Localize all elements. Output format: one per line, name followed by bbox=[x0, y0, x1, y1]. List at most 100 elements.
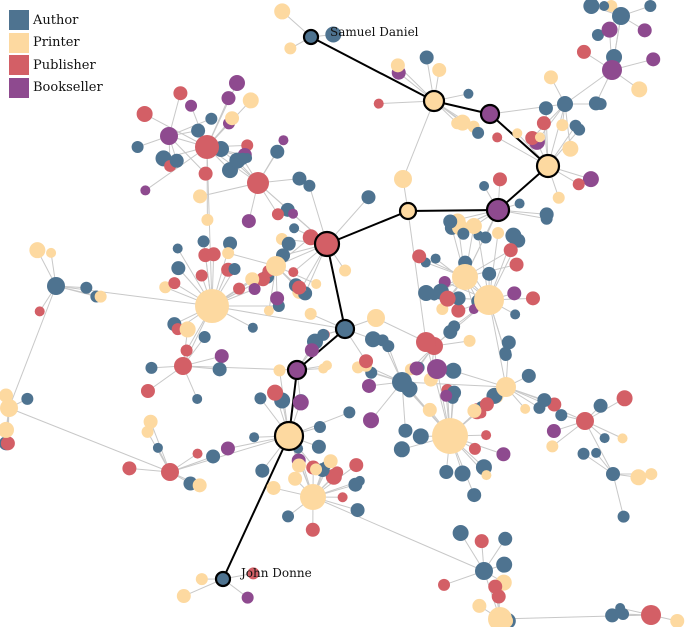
author-node[interactable] bbox=[605, 608, 620, 623]
publisher-node[interactable] bbox=[525, 291, 540, 306]
author-node[interactable] bbox=[606, 467, 620, 481]
bookseller-node[interactable] bbox=[270, 291, 285, 306]
author-node[interactable] bbox=[496, 556, 513, 573]
author-node[interactable] bbox=[282, 510, 295, 523]
author-node[interactable] bbox=[350, 503, 365, 518]
path-bookseller-node[interactable] bbox=[286, 359, 308, 381]
author-node[interactable] bbox=[588, 96, 603, 111]
author-node[interactable] bbox=[537, 393, 552, 408]
printer-node[interactable] bbox=[465, 218, 482, 235]
publisher-node[interactable] bbox=[576, 412, 594, 430]
printer-node[interactable] bbox=[645, 468, 658, 481]
author-node[interactable] bbox=[292, 171, 307, 186]
publisher-node[interactable] bbox=[136, 105, 153, 122]
printer-node[interactable] bbox=[143, 414, 158, 429]
author-node[interactable] bbox=[573, 123, 586, 136]
author-node[interactable] bbox=[270, 144, 285, 159]
bookseller-node[interactable] bbox=[288, 208, 299, 219]
author-node[interactable] bbox=[365, 331, 382, 348]
printer-node[interactable] bbox=[225, 111, 240, 126]
bookseller-node[interactable] bbox=[440, 389, 453, 402]
printer-node[interactable] bbox=[288, 471, 303, 486]
path-printer-node[interactable] bbox=[273, 420, 305, 452]
bookseller-node[interactable] bbox=[361, 378, 376, 393]
author-node[interactable] bbox=[445, 362, 462, 379]
printer-node[interactable] bbox=[546, 440, 559, 453]
bookseller-node[interactable] bbox=[637, 23, 652, 38]
publisher-node[interactable] bbox=[481, 430, 492, 441]
printer-node[interactable] bbox=[179, 321, 196, 338]
publisher-node[interactable] bbox=[474, 534, 489, 549]
author-node[interactable] bbox=[192, 393, 203, 404]
publisher-node[interactable] bbox=[641, 605, 661, 625]
bookseller-node[interactable] bbox=[241, 214, 256, 229]
printer-node[interactable] bbox=[452, 264, 478, 290]
bookseller-node[interactable] bbox=[228, 75, 245, 92]
author-node[interactable] bbox=[482, 266, 497, 281]
publisher-node[interactable] bbox=[198, 166, 213, 181]
author-node[interactable] bbox=[617, 510, 630, 523]
author-node[interactable] bbox=[236, 152, 249, 165]
printer-node[interactable] bbox=[432, 418, 468, 454]
author-node[interactable] bbox=[521, 368, 536, 383]
publisher-node[interactable] bbox=[292, 280, 307, 295]
printer-node[interactable] bbox=[159, 281, 172, 294]
printer-node[interactable] bbox=[617, 433, 628, 444]
printer-node[interactable] bbox=[481, 470, 492, 481]
printer-node[interactable] bbox=[432, 62, 447, 77]
author-node[interactable] bbox=[255, 463, 270, 478]
publisher-node[interactable] bbox=[267, 384, 284, 401]
author-node[interactable] bbox=[205, 112, 218, 125]
printer-node[interactable] bbox=[266, 256, 286, 276]
author-node[interactable] bbox=[393, 441, 410, 458]
author-node[interactable] bbox=[212, 362, 227, 377]
printer-node[interactable] bbox=[0, 421, 14, 438]
bookseller-node[interactable] bbox=[496, 447, 511, 462]
printer-node[interactable] bbox=[422, 402, 437, 417]
printer-node[interactable] bbox=[0, 399, 18, 417]
bookseller-node[interactable] bbox=[507, 286, 522, 301]
author-node[interactable] bbox=[501, 335, 516, 350]
printer-node[interactable] bbox=[311, 278, 322, 289]
publisher-node[interactable] bbox=[247, 172, 269, 194]
printer-node[interactable] bbox=[176, 589, 191, 604]
bookseller-node[interactable] bbox=[304, 343, 319, 358]
author-node[interactable] bbox=[382, 340, 395, 353]
author-node[interactable] bbox=[430, 253, 441, 264]
path-bookseller-node[interactable] bbox=[485, 197, 511, 223]
bookseller-node[interactable] bbox=[363, 412, 380, 429]
printer-node[interactable] bbox=[29, 242, 46, 259]
author-node[interactable] bbox=[145, 361, 158, 374]
printer-node[interactable] bbox=[496, 377, 516, 397]
publisher-node[interactable] bbox=[173, 86, 188, 101]
path-printer-node[interactable] bbox=[535, 153, 561, 179]
printer-node[interactable] bbox=[310, 463, 323, 476]
author-node[interactable] bbox=[348, 477, 363, 492]
printer-node[interactable] bbox=[488, 607, 512, 627]
author-node[interactable] bbox=[514, 198, 525, 209]
publisher-node[interactable] bbox=[509, 257, 524, 272]
author-node[interactable] bbox=[361, 190, 376, 205]
author-node[interactable] bbox=[463, 88, 474, 99]
printer-node[interactable] bbox=[463, 334, 476, 347]
printer-node[interactable] bbox=[534, 132, 545, 143]
author-node[interactable] bbox=[577, 447, 590, 460]
publisher-node[interactable] bbox=[479, 397, 494, 412]
printer-node[interactable] bbox=[245, 272, 260, 287]
printer-node[interactable] bbox=[291, 458, 306, 473]
author-node[interactable] bbox=[599, 433, 610, 444]
printer-node[interactable] bbox=[323, 454, 338, 469]
printer-node[interactable] bbox=[543, 70, 558, 85]
author-node[interactable] bbox=[467, 488, 482, 503]
printer-node[interactable] bbox=[512, 128, 523, 139]
printer-node[interactable] bbox=[94, 290, 107, 303]
author-node[interactable] bbox=[152, 442, 163, 453]
bookseller-node[interactable] bbox=[601, 21, 618, 38]
printer-node[interactable] bbox=[367, 309, 385, 327]
bookseller-node[interactable] bbox=[221, 91, 236, 106]
publisher-node[interactable] bbox=[576, 44, 591, 59]
printer-node[interactable] bbox=[670, 614, 685, 627]
author-node[interactable] bbox=[249, 432, 260, 443]
